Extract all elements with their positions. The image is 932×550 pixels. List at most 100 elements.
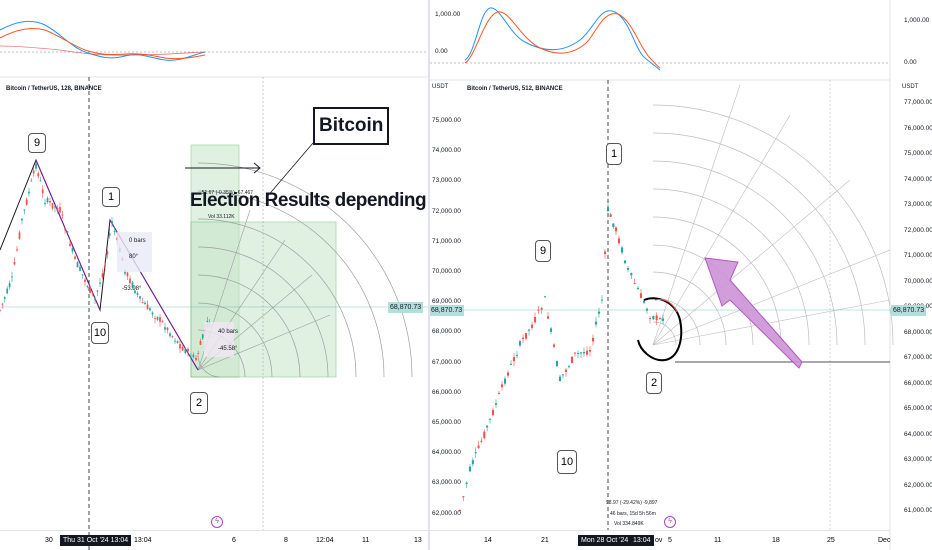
candle-body xyxy=(617,238,621,244)
price-tick: 62,000.00 xyxy=(904,481,932,489)
left-indicator-panel xyxy=(0,20,428,61)
candle-body xyxy=(521,337,525,340)
left-tick-30: 30 xyxy=(45,537,53,544)
candle-body xyxy=(645,308,649,311)
right-indicator-zero: 0.00 xyxy=(904,59,917,66)
candle-body xyxy=(477,445,480,449)
left-tick-6: 6 xyxy=(232,537,236,544)
price-tick: 68,000.00 xyxy=(904,328,932,336)
candle-body xyxy=(636,287,640,290)
candle-body xyxy=(141,302,144,304)
chart-divider[interactable] xyxy=(428,0,430,550)
candle-body xyxy=(13,261,16,265)
right-indicator-top: 1,000.00 xyxy=(904,17,930,24)
candle-body xyxy=(46,197,49,203)
right-time-axis[interactable]: 14 21 5 11 18 25 Dec Mon 28 Oct '24 13:0… xyxy=(430,530,890,550)
candle-body xyxy=(533,317,537,323)
purple-arrow[interactable] xyxy=(704,257,803,369)
candle-body xyxy=(552,344,556,347)
left-chart-canvas[interactable] xyxy=(0,0,428,550)
price-tick: 61,000.00 xyxy=(904,507,932,514)
right-lightning-icon[interactable]: ϟ xyxy=(664,516,676,528)
candle-body xyxy=(54,206,56,208)
left-lightning-icon[interactable]: ϟ xyxy=(211,516,223,528)
candle-body xyxy=(144,302,146,305)
candle-body xyxy=(171,336,174,338)
left-time-axis[interactable]: 30 13:04 6 8 12:04 11 13 Thu 31 Oct '24 … xyxy=(0,530,428,550)
candle-body xyxy=(176,340,179,343)
right-indicator-panel xyxy=(430,7,890,71)
inner-price-tick: 68,000.00 xyxy=(432,328,461,336)
right-wave-2-label[interactable]: 2 xyxy=(646,372,662,394)
candle-body xyxy=(465,482,468,485)
inner-price-tick: 70,000.00 xyxy=(432,268,461,275)
right-chart-pane[interactable]: Bitcoin / TetherUS, 512, BINANCE 75,000.… xyxy=(430,0,932,550)
inner-price-tick: 62,000.00 xyxy=(432,509,461,517)
candle-body xyxy=(633,282,636,284)
candle-body xyxy=(597,311,601,314)
candle-body xyxy=(606,207,610,212)
inner-price-tick: 64,000.00 xyxy=(432,449,461,457)
candle-body xyxy=(139,296,141,299)
candle-body xyxy=(468,466,472,472)
candle-body xyxy=(32,170,35,174)
price-tick: 76,000.00 xyxy=(904,124,932,132)
candle-body xyxy=(623,260,627,264)
right-price-scale[interactable]: 77,000.00 76,000.00 75,000.00 74,000.00 73,0… xyxy=(890,80,932,530)
right-chart-canvas[interactable] xyxy=(430,0,932,550)
candle-body xyxy=(585,350,589,355)
candle-body xyxy=(546,316,550,319)
left-wave-10-label[interactable]: 10 xyxy=(91,322,109,344)
candle-body xyxy=(81,274,84,276)
candle-body xyxy=(582,351,586,354)
candle-body xyxy=(101,273,104,278)
candle-body xyxy=(648,318,652,320)
candle-body xyxy=(113,231,116,233)
election-results-text[interactable]: Election Results depending xyxy=(190,190,427,211)
right-wave-9-label[interactable]: 9 xyxy=(535,240,551,262)
right-wave-1-label[interactable]: 1 xyxy=(606,143,622,165)
candle-body xyxy=(111,221,113,224)
left-wave-2-label[interactable]: 2 xyxy=(190,392,208,414)
left-bars-40: 40 bars xyxy=(218,329,239,335)
left-indicator-top: 1,000.00 xyxy=(435,11,461,18)
candle-body xyxy=(28,191,30,194)
candle-body xyxy=(573,352,577,354)
left-wave-9-label[interactable]: 9 xyxy=(28,133,46,153)
inner-price-tick: 74,000.00 xyxy=(432,147,461,155)
candle-body xyxy=(614,227,618,232)
candle-body xyxy=(512,357,516,362)
inner-price-tick: 66,000.00 xyxy=(432,388,461,396)
candle-body xyxy=(84,279,86,282)
right-wave-10-label[interactable]: 10 xyxy=(557,450,577,474)
candle-body xyxy=(74,256,76,259)
right-tick-5: 5 xyxy=(668,537,672,544)
candle-body xyxy=(503,378,507,384)
candle-body xyxy=(497,393,501,395)
left-chart-pane[interactable]: Bitcoin / TetherUS, 128, BINANCE 9 1 10 … xyxy=(0,0,428,550)
left-wave-1-label[interactable]: 1 xyxy=(102,187,120,207)
candle-body xyxy=(39,180,42,182)
candle-body xyxy=(471,460,474,465)
left-angle-80: 80° xyxy=(129,254,139,260)
candle-body xyxy=(11,276,13,278)
candle-body xyxy=(576,353,580,355)
inner-price-tick: 67,000.00 xyxy=(432,358,461,366)
candle-body xyxy=(561,374,565,376)
candle-body xyxy=(44,202,46,204)
candle-body xyxy=(609,214,612,217)
candle-body xyxy=(189,355,192,358)
bitcoin-label-box[interactable]: Bitcoin xyxy=(313,107,390,145)
candle-body xyxy=(652,315,655,320)
right-price-tag: 68,870.73 xyxy=(891,305,927,316)
candle-body xyxy=(146,304,149,310)
candle-body xyxy=(588,349,592,352)
left-tick-1304: 13:04 xyxy=(134,537,152,544)
candle-body xyxy=(166,327,169,331)
candle-body xyxy=(201,334,204,339)
candle-body xyxy=(174,340,176,342)
inner-price-tick: 75,000.00 xyxy=(432,117,461,124)
candle-body xyxy=(99,282,101,284)
candle-body xyxy=(626,268,630,270)
candle-body xyxy=(491,409,495,416)
